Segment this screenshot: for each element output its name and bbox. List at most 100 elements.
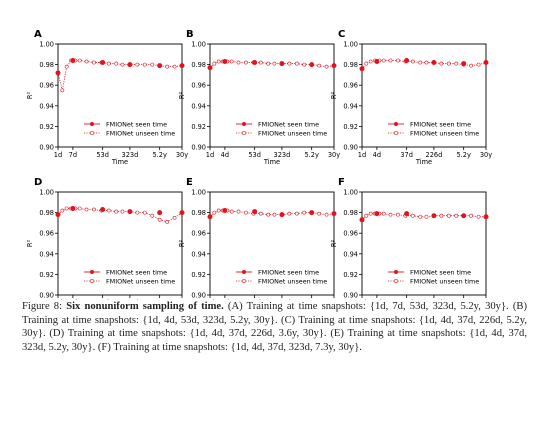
unseen-point — [259, 61, 262, 64]
unseen-point — [151, 214, 154, 217]
y-tick-label: 0.92 — [39, 271, 54, 279]
unseen-point — [273, 62, 276, 65]
unseen-point — [61, 89, 64, 92]
figure-panels: A 0.90 0.92 0.94 0.96 0.98 1.00 1d 7d 53d 323d 5.2y… — [0, 0, 549, 300]
y-tick-label: 0.94 — [39, 250, 54, 258]
y-tick-label: 0.96 — [191, 230, 206, 238]
y-tick-label: 0.94 — [191, 102, 206, 110]
y-tick-label: 0.90 — [39, 292, 54, 300]
unseen-point — [369, 212, 372, 215]
y-tick-label: 1.00 — [39, 41, 54, 49]
x-axis-label: Time — [263, 158, 280, 166]
y-axis-label: R² — [330, 240, 338, 248]
unseen-point — [213, 211, 216, 214]
unseen-point — [396, 213, 399, 216]
unseen-point — [267, 213, 270, 216]
x-tick-label: 37d — [400, 151, 413, 159]
unseen-point — [440, 214, 443, 217]
seen-point — [158, 211, 162, 215]
unseen-point — [470, 64, 473, 67]
seen-point — [360, 218, 364, 222]
x-tick-label: 5.2y — [152, 151, 166, 159]
x-tick-label: 1d — [206, 151, 214, 159]
unseen-point — [85, 208, 88, 211]
seen-point — [253, 210, 257, 214]
unseen-point — [295, 62, 298, 65]
unseen-point — [455, 62, 458, 65]
unseen-point — [447, 62, 450, 65]
unseen-point — [411, 214, 414, 217]
y-tick-label: 1.00 — [343, 189, 358, 197]
unseen-series-line — [58, 208, 182, 221]
y-tick-label: 0.92 — [191, 123, 206, 131]
x-axis-label: Time — [415, 158, 432, 166]
panel-F: F0.900.920.940.960.981.001d4d37d323d7.3y… — [330, 177, 492, 300]
x-tick-label: 53d — [248, 151, 261, 159]
unseen-point — [455, 214, 458, 217]
unseen-point — [295, 212, 298, 215]
y-tick-label: 0.96 — [191, 82, 206, 90]
x-tick-label: 30y — [480, 151, 492, 159]
y-tick-label: 0.92 — [191, 271, 206, 279]
unseen-point — [121, 210, 124, 213]
unseen-point — [325, 213, 328, 216]
legend-seen-label: FMIONet seen time — [410, 120, 471, 128]
y-tick-label: 0.98 — [39, 209, 54, 217]
unseen-point — [396, 59, 399, 62]
x-tick-label: 4d — [373, 151, 381, 159]
x-tick-label: 7d — [69, 151, 77, 159]
unseen-point — [107, 62, 110, 65]
y-tick-label: 0.90 — [191, 292, 206, 300]
unseen-point — [382, 59, 385, 62]
unseen-point — [61, 209, 64, 212]
unseen-point — [303, 211, 306, 214]
unseen-point — [382, 212, 385, 215]
y-tick-label: 0.98 — [191, 61, 206, 69]
seen-point — [180, 211, 184, 215]
y-tick-label: 0.90 — [343, 292, 358, 300]
x-tick-label: 53d — [96, 151, 109, 159]
unseen-point — [65, 207, 68, 210]
legend-seen-marker — [90, 270, 94, 274]
seen-point — [208, 66, 212, 70]
panel-A: A 0.90 0.92 0.94 0.96 0.98 1.00 1d 7d 53d 323d 5.2y… — [26, 29, 188, 166]
panel-label: F — [338, 177, 345, 188]
seen-point — [280, 213, 284, 217]
unseen-point — [230, 210, 233, 213]
x-tick-label: 30y — [176, 151, 188, 159]
unseen-point — [143, 211, 146, 214]
seen-point — [71, 206, 75, 210]
unseen-point — [318, 64, 321, 67]
unseen-point — [158, 218, 161, 221]
seen-point — [71, 58, 75, 62]
unseen-point — [121, 63, 124, 66]
unseen-point — [440, 62, 443, 65]
legend-unseen-marker — [242, 279, 246, 283]
legend-unseen-marker — [90, 279, 94, 283]
unseen-point — [92, 61, 95, 64]
y-tick-label: 0.96 — [343, 82, 358, 90]
unseen-point — [115, 210, 118, 213]
y-tick-label: 0.92 — [343, 271, 358, 279]
y-tick-label: 1.00 — [39, 189, 54, 197]
unseen-point — [365, 62, 368, 65]
seen-point — [180, 64, 184, 68]
y-axis-label: R² — [178, 92, 186, 100]
unseen-point — [136, 211, 139, 214]
seen-point — [484, 61, 488, 65]
unseen-point — [419, 61, 422, 64]
panel-label: A — [34, 29, 42, 40]
y-tick-label: 1.00 — [191, 189, 206, 197]
unseen-point — [143, 63, 146, 66]
seen-point — [310, 63, 314, 67]
unseen-point — [273, 213, 276, 216]
y-tick-label: 1.00 — [191, 41, 206, 49]
y-tick-label: 0.98 — [343, 61, 358, 69]
unseen-point — [65, 65, 68, 68]
unseen-point — [237, 210, 240, 213]
y-tick-label: 0.98 — [39, 61, 54, 69]
seen-point — [128, 210, 132, 214]
unseen-point — [244, 211, 247, 214]
unseen-point — [136, 63, 139, 66]
unseen-point — [259, 212, 262, 215]
